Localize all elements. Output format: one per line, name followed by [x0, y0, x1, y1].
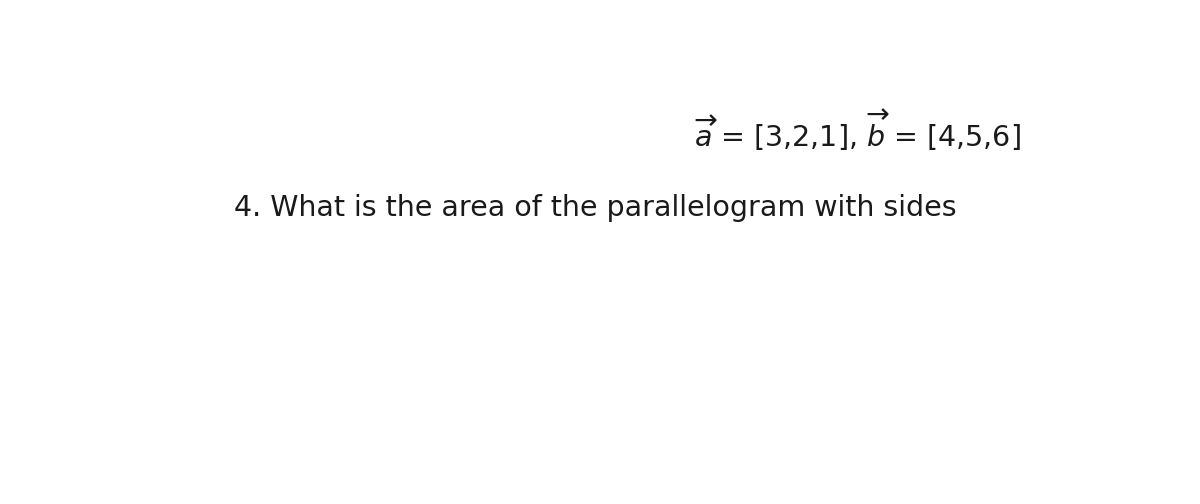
Text: 4. What is the area of the parallelogram with sides: 4. What is the area of the parallelogram… [234, 194, 956, 222]
Text: $\overrightarrow{a}$ = [3,2,1], $\overrightarrow{b}$ = [4,5,6]: $\overrightarrow{a}$ = [3,2,1], $\overri… [694, 108, 1021, 153]
